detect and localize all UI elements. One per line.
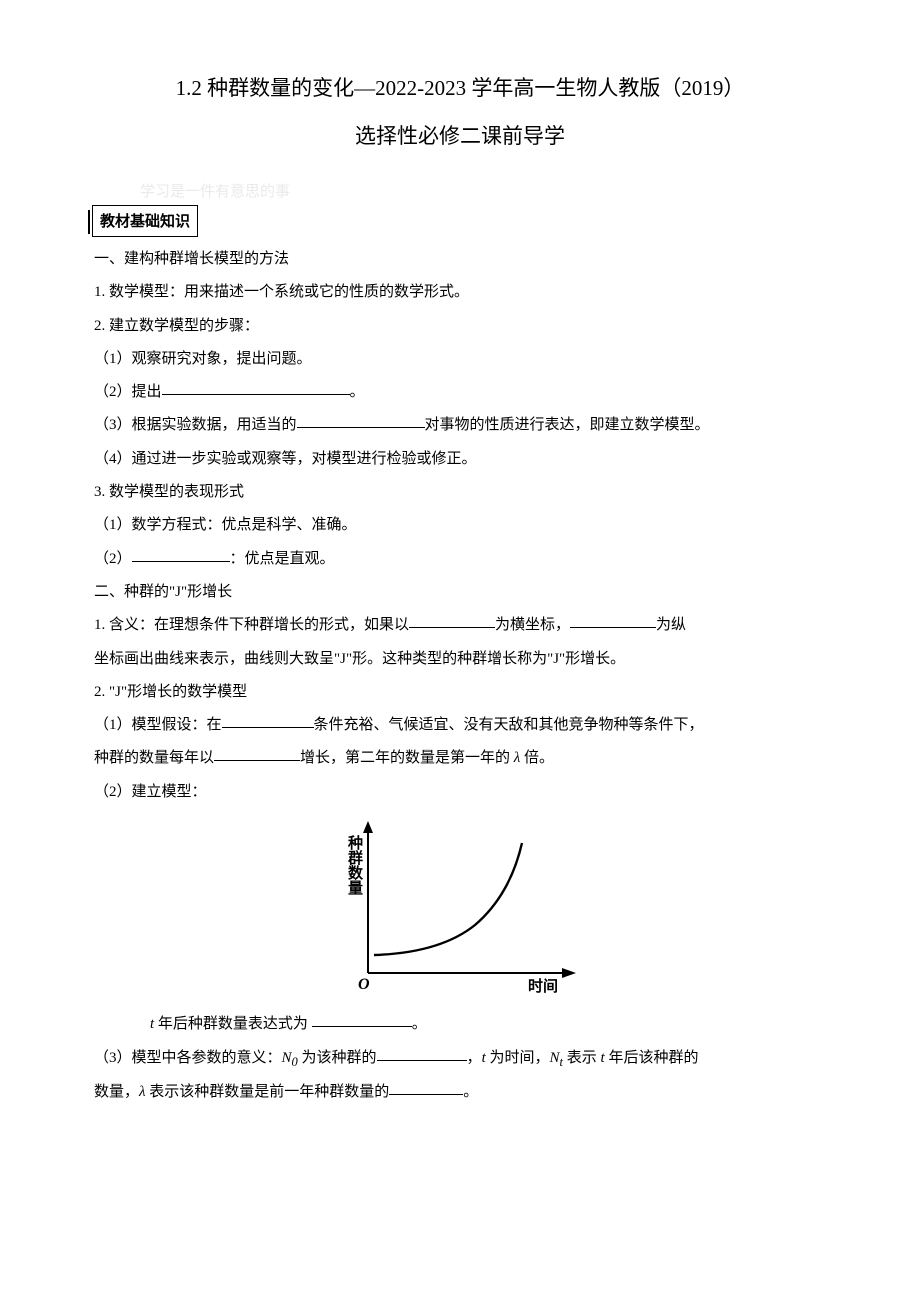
heading-1: 一、建构种群增长模型的方法 [94,243,826,276]
text: （1）模型假设：在 [94,717,222,733]
chart-xlabel: 时间 [528,977,558,995]
text: 倍。 [524,750,554,766]
item-1-3-1: （1）数学方程式：优点是科学、准确。 [94,509,826,542]
item-2-1: 1. 含义：在理想条件下种群增长的形式，如果以 为横坐标， 为纵 [94,609,826,642]
text: 数量， [94,1084,139,1100]
text: （2）提出 [94,384,162,400]
item-1-3: 3. 数学模型的表现形式 [94,476,826,509]
chart-y-arrow [363,821,373,833]
text: （3）根据实验数据，用适当的 [94,417,297,433]
text: 为纵 [656,617,686,633]
text: （3）模型中各参数的意义： [94,1050,282,1066]
blank-n0[interactable] [377,1060,467,1061]
lambda-symbol: λ [510,750,524,766]
text: 为该种群的 [298,1050,377,1066]
title-line-2: 选择性必修二课前导学 [94,120,826,150]
document-page: 1.2 种群数量的变化—2022-2023 学年高一生物人教版（2019） 选择… [0,0,920,1302]
chart-ylabel: 种群数量 [346,834,364,895]
item-1-1: 1. 数学模型：用来描述一个系统或它的性质的数学形式。 [94,276,826,309]
chart-j-curve [374,843,522,955]
blank-2-2-1a[interactable] [222,727,314,728]
item-1-2-2: （2）提出 。 [94,376,826,409]
item-2-2-3: （3）模型中各参数的意义：N0 为该种群的，t 为时间，Nt 表示 t 年后该种… [94,1042,826,1077]
text: 年后种群数量表达式为 [154,1016,312,1032]
var-nt: Nt [550,1050,564,1066]
text: 。 [350,384,365,400]
text: 种群的数量每年以 [94,750,214,766]
text: 。 [463,1084,478,1100]
item-1-2-1: （1）观察研究对象，提出问题。 [94,343,826,376]
text: 为横坐标， [495,617,570,633]
item-1-3-2: （2） ：优点是直观。 [94,543,826,576]
title-line-1: 1.2 种群数量的变化—2022-2023 学年高一生物人教版（2019） [94,72,826,102]
text: 表示 [563,1050,601,1066]
item-1-2-3: （3）根据实验数据，用适当的 对事物的性质进行表达，即建立数学模型。 [94,409,826,442]
text: 增长，第二年的数量是第一年的 [300,750,510,766]
item-2-1-cont: 坐标画出曲线来表示，曲线则大致呈"J"形。这种类型的种群增长称为"J"形增长。 [94,643,826,676]
item-2-2-2: （2）建立模型： [94,776,826,809]
text: ：优点是直观。 [230,551,335,567]
section-box-label: 教材基础知识 [100,214,190,230]
text: 1. 含义：在理想条件下种群增长的形式，如果以 [94,617,409,633]
blank-1-3-2[interactable] [132,561,230,562]
content-body: 一、建构种群增长模型的方法 1. 数学模型：用来描述一个系统或它的性质的数学形式… [94,243,826,1110]
text: 条件充裕、气候适宜、没有天敌和其他竞争物种等条件下， [314,717,704,733]
text: 。 [412,1016,427,1032]
text: 对事物的性质进行表达，即建立数学模型。 [425,417,710,433]
chart-svg: 种群数量 O 时间 [310,815,610,995]
var-n0: N0 [282,1050,298,1066]
blank-2-1b[interactable] [570,627,656,628]
item-1-2: 2. 建立数学模型的步骤： [94,310,826,343]
watermark-text: 学习是一件有意思的事 [140,180,826,201]
text: 为时间， [486,1050,550,1066]
blank-1-2-2[interactable] [162,394,350,395]
blank-2-2-1b[interactable] [214,760,300,761]
item-2-2-1-cont: 种群的数量每年以 增长，第二年的数量是第一年的 λ 倍。 [94,742,826,775]
section-box-basics: 教材基础知识 [92,205,198,237]
item-2-2-t: t 年后种群数量表达式为 。 [150,1008,826,1041]
text: （2） [94,551,132,567]
blank-2-1a[interactable] [409,627,495,628]
item-1-2-4: （4）通过进一步实验或观察等，对模型进行检验或修正。 [94,443,826,476]
item-2-2: 2. "J"形增长的数学模型 [94,676,826,709]
text: ， [467,1050,482,1066]
chart-x-arrow [562,968,576,978]
heading-2: 二、种群的"J"形增长 [94,576,826,609]
blank-expression[interactable] [312,1026,412,1027]
j-curve-chart: 种群数量 O 时间 [94,815,826,1008]
text: 年后该种群的 [605,1050,699,1066]
blank-lambda[interactable] [389,1094,463,1095]
text: 表示该种群数量是前一年种群数量的 [146,1084,390,1100]
item-2-2-3-cont: 数量，λ 表示该种群数量是前一年种群数量的。 [94,1076,826,1109]
item-2-2-1: （1）模型假设：在 条件充裕、气候适宜、没有天敌和其他竞争物种等条件下， [94,709,826,742]
chart-origin: O [358,976,370,993]
blank-1-2-3[interactable] [297,427,425,428]
